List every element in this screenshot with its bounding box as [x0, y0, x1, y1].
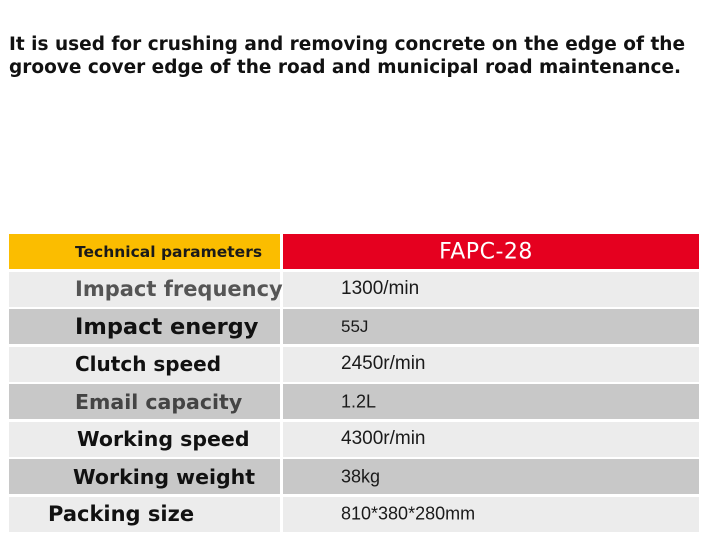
param-value: 1300/min	[341, 278, 420, 299]
param-value-cell: 2450r/min	[283, 346, 699, 382]
param-value: 38kg	[341, 466, 381, 486]
table-header-row: Technical parameters FAPC-28	[9, 234, 699, 269]
param-value: 2450r/min	[341, 353, 426, 374]
table-row: Working weight 38kg	[9, 459, 699, 494]
param-label: Email capacity	[75, 389, 243, 414]
param-label-cell: Packing size	[9, 496, 280, 532]
param-value-cell: 1.2L	[283, 384, 699, 419]
param-label: Impact frequency	[75, 277, 283, 301]
header-model-cell: FAPC-28	[283, 234, 699, 269]
param-value: 810*380*280mm	[341, 503, 476, 524]
table-row: Clutch speed 2450r/min	[9, 346, 699, 382]
table-row: Packing size 810*380*280mm	[9, 496, 699, 532]
param-value: 4300r/min	[341, 428, 426, 449]
param-value: 55J	[341, 316, 369, 336]
param-label: Clutch speed	[75, 352, 222, 376]
param-value-cell: 1300/min	[283, 271, 699, 307]
param-value-cell: 55J	[283, 309, 699, 344]
table-row: Impact frequency 1300/min	[9, 271, 699, 307]
param-value: 1.2L	[341, 391, 377, 411]
param-label-cell: Working weight	[9, 459, 280, 494]
param-label-cell: Impact energy	[9, 309, 280, 344]
param-label: Packing size	[48, 502, 195, 526]
param-label-cell: Email capacity	[9, 384, 280, 419]
param-label: Impact energy	[75, 313, 259, 340]
param-value-cell: 38kg	[283, 459, 699, 494]
param-value-cell: 810*380*280mm	[283, 496, 699, 532]
header-label: Technical parameters	[75, 242, 263, 261]
param-label: Working weight	[73, 464, 256, 489]
param-label-cell: Working speed	[9, 421, 280, 457]
technical-parameters-table: Technical parameters FAPC-28 Impact freq…	[9, 234, 699, 534]
header-label-cell: Technical parameters	[9, 234, 280, 269]
param-label-cell: Impact frequency	[9, 271, 283, 307]
product-description: It is used for crushing and removing con…	[9, 34, 685, 78]
param-value-cell: 4300r/min	[283, 421, 699, 457]
model-name: FAPC-28	[439, 239, 533, 264]
table-row: Impact energy 55J	[9, 309, 699, 344]
param-label-cell: Clutch speed	[9, 346, 280, 382]
table-row: Working speed 4300r/min	[9, 421, 699, 457]
table-row: Email capacity 1.2L	[9, 384, 699, 419]
param-label: Working speed	[77, 427, 250, 451]
